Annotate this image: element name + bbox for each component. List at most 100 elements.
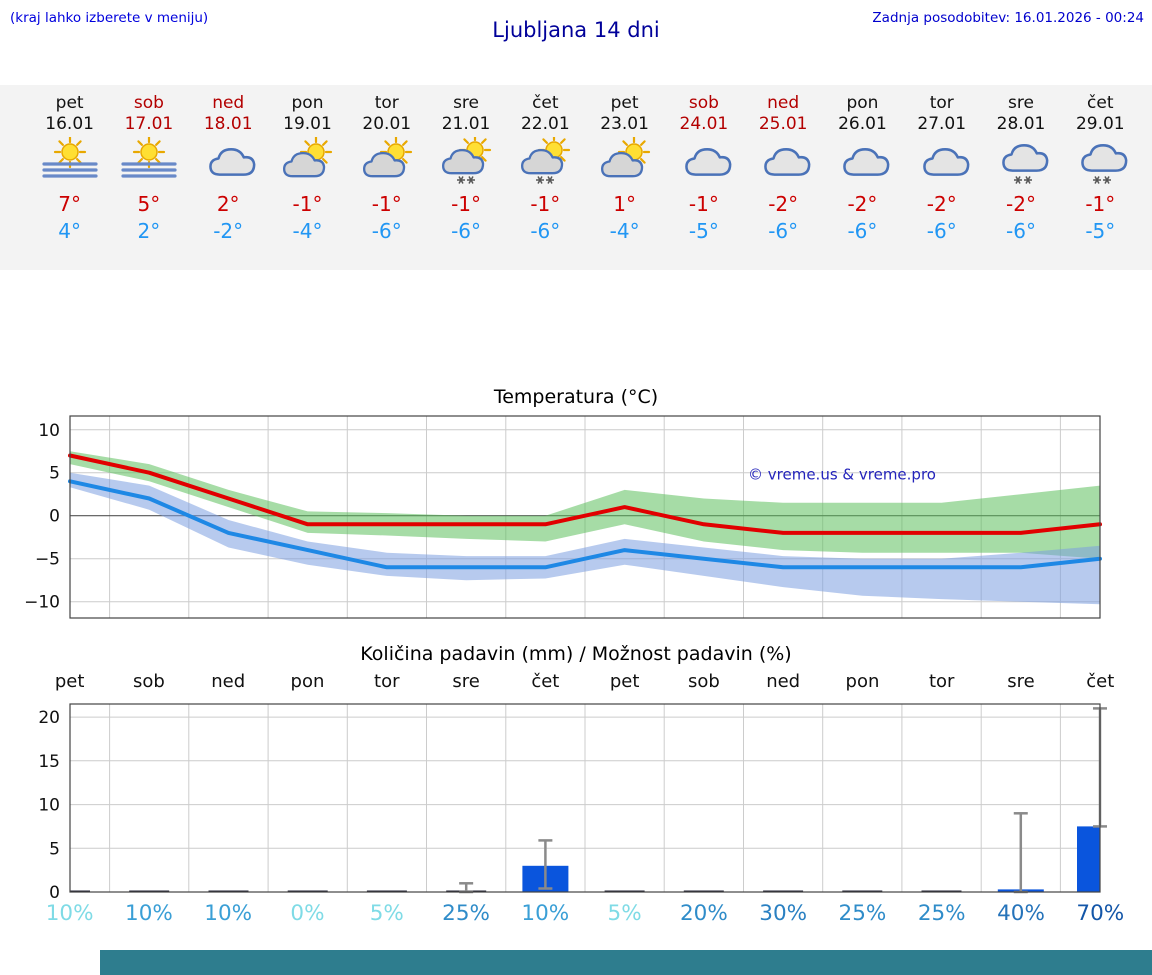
day-date: 20.01 — [362, 114, 412, 134]
low-temp: -6° — [530, 219, 561, 243]
day-date: 27.01 — [917, 114, 967, 134]
day-date: 22.01 — [520, 114, 570, 134]
day-name: čet — [1087, 93, 1114, 113]
day-name: pet — [55, 93, 84, 113]
sun-cloud-icon — [585, 135, 664, 187]
precip-probability: 70% — [1076, 901, 1125, 926]
day-name: ned — [767, 93, 800, 113]
forecast-day-25.01[interactable]: ned 25.01 -2° -6° — [744, 93, 823, 245]
temperature-chart-title: Temperatura (°C) — [493, 386, 659, 408]
day-name: sob — [688, 93, 719, 113]
precip-probability: 5% — [369, 901, 404, 926]
menu-hint: (kraj lahko izberete v meniju) — [10, 10, 209, 26]
forecast-day-19.01[interactable]: pon 19.01 -1° -4° — [268, 93, 347, 245]
precip-probability: 10% — [521, 901, 570, 926]
high-temp: -2° — [768, 192, 799, 216]
precipitation-day-labels: pet sob ned pon tor sre čet pet sob ned pon tor sre č… — [30, 671, 1140, 692]
cloud-snow-icon — [1061, 135, 1140, 187]
page-title: Ljubljana 14 dni — [492, 18, 660, 42]
high-temp: -1° — [451, 192, 482, 216]
high-temp: -1° — [371, 192, 402, 216]
low-temp: -6° — [371, 219, 402, 243]
day-name: pon — [291, 93, 324, 113]
precip-day-label: tor — [374, 671, 400, 692]
sun-cloud-icon — [268, 135, 347, 187]
low-temp: -6° — [847, 219, 878, 243]
svg-text:0: 0 — [49, 507, 60, 527]
high-temp: -1° — [292, 192, 323, 216]
precip-day-label: tor — [928, 671, 955, 692]
sun-cloud-snow-icon — [426, 135, 505, 187]
precip-probability: 25% — [917, 901, 966, 926]
day-date: 16.01 — [45, 114, 94, 134]
precip-probability: 0% — [290, 901, 325, 926]
day-name: tor — [374, 93, 399, 113]
high-temp: -1° — [688, 192, 719, 216]
low-temp: -5° — [1085, 219, 1116, 243]
low-temp: -4° — [292, 219, 323, 243]
day-name: sob — [133, 93, 164, 113]
day-name: sre — [1008, 93, 1034, 113]
forecast-strip: pet 16.01 7° 4° sob 17.01 5° 2° ned 18.01 2° -2° pon… — [0, 85, 1152, 270]
svg-text:20: 20 — [38, 708, 60, 728]
forecast-day-23.01[interactable]: pet 23.01 1° -4° — [585, 93, 664, 245]
day-name: pet — [610, 93, 639, 113]
svg-text:5: 5 — [49, 839, 60, 859]
precip-probability: 30% — [759, 901, 808, 926]
cloud-snow-icon — [981, 135, 1060, 187]
forecast-day-24.01[interactable]: sob 24.01 -1° -5° — [664, 93, 743, 245]
low-temp: 2° — [137, 219, 161, 243]
forecast-day-21.01[interactable]: sre 21.01 -1° -6° — [426, 93, 505, 245]
watermark: © vreme.us & vreme.pro — [748, 466, 936, 484]
day-name: ned — [212, 93, 245, 113]
sun-cloud-snow-icon — [506, 135, 585, 187]
cloudy-icon — [744, 135, 823, 187]
day-date: 25.01 — [758, 114, 808, 134]
svg-text:−10: −10 — [24, 593, 60, 613]
forecast-day-28.01[interactable]: sre 28.01 -2° -6° — [981, 93, 1060, 245]
svg-text:0: 0 — [49, 883, 60, 900]
svg-text:−5: −5 — [35, 550, 60, 570]
high-temp: -2° — [926, 192, 957, 216]
day-name: čet — [532, 93, 559, 113]
high-temp: -1° — [1085, 192, 1116, 216]
precip-probability: 10% — [204, 901, 253, 926]
precip-probability: 25% — [838, 901, 887, 926]
forecast-columns: pet 16.01 7° 4° sob 17.01 5° 2° ned 18.01 2° -2° pon… — [30, 85, 1140, 245]
low-temp: -5° — [688, 219, 719, 243]
forecast-day-27.01[interactable]: tor 27.01 -2° -6° — [902, 93, 981, 245]
precip-probability: 25% — [442, 901, 490, 926]
forecast-day-17.01[interactable]: sob 17.01 5° 2° — [109, 93, 188, 245]
high-temp: 7° — [58, 192, 81, 216]
precip-day-label: sre — [452, 671, 480, 692]
sun-cloud-icon — [347, 135, 426, 187]
svg-text:15: 15 — [38, 752, 60, 772]
day-date: 28.01 — [996, 114, 1046, 134]
svg-text:10: 10 — [38, 421, 60, 441]
day-date: 23.01 — [600, 114, 649, 134]
high-temp: -2° — [847, 192, 878, 216]
day-name: pon — [846, 93, 879, 113]
high-temp: 1° — [613, 192, 636, 216]
low-temp: -2° — [213, 219, 244, 243]
low-temp: -6° — [926, 219, 957, 243]
precipitation-probability-row: 10% 10% 10% 0% 5% 25% 10% 5% 20% 30% 25% 25% 40% 70% — [30, 901, 1140, 926]
precip-probability: 10% — [45, 901, 94, 926]
temperature-chart: 10 5 0 −5 −10 © vreme.us & vreme.pro — [24, 415, 1102, 619]
high-temp: 5° — [137, 192, 161, 216]
high-temp: -2° — [1006, 192, 1036, 216]
forecast-day-26.01[interactable]: pon 26.01 -2° -6° — [823, 93, 902, 245]
cloudy-icon — [823, 135, 902, 187]
precip-day-label: pet — [54, 671, 85, 692]
forecast-day-20.01[interactable]: tor 20.01 -1° -6° — [347, 93, 426, 245]
forecast-day-18.01[interactable]: ned 18.01 2° -2° — [189, 93, 268, 245]
forecast-day-22.01[interactable]: čet 22.01 -1° -6° — [506, 93, 585, 245]
precip-probability: 5% — [607, 901, 642, 926]
precip-day-label: sob — [133, 671, 165, 692]
day-date: 29.01 — [1075, 114, 1125, 134]
svg-text:10: 10 — [38, 796, 60, 816]
forecast-day-16.01[interactable]: pet 16.01 7° 4° — [30, 93, 109, 245]
precip-day-label: ned — [766, 671, 801, 692]
forecast-day-29.01[interactable]: čet 29.01 -1° -5° — [1061, 93, 1140, 245]
precip-day-label: pon — [290, 671, 325, 692]
